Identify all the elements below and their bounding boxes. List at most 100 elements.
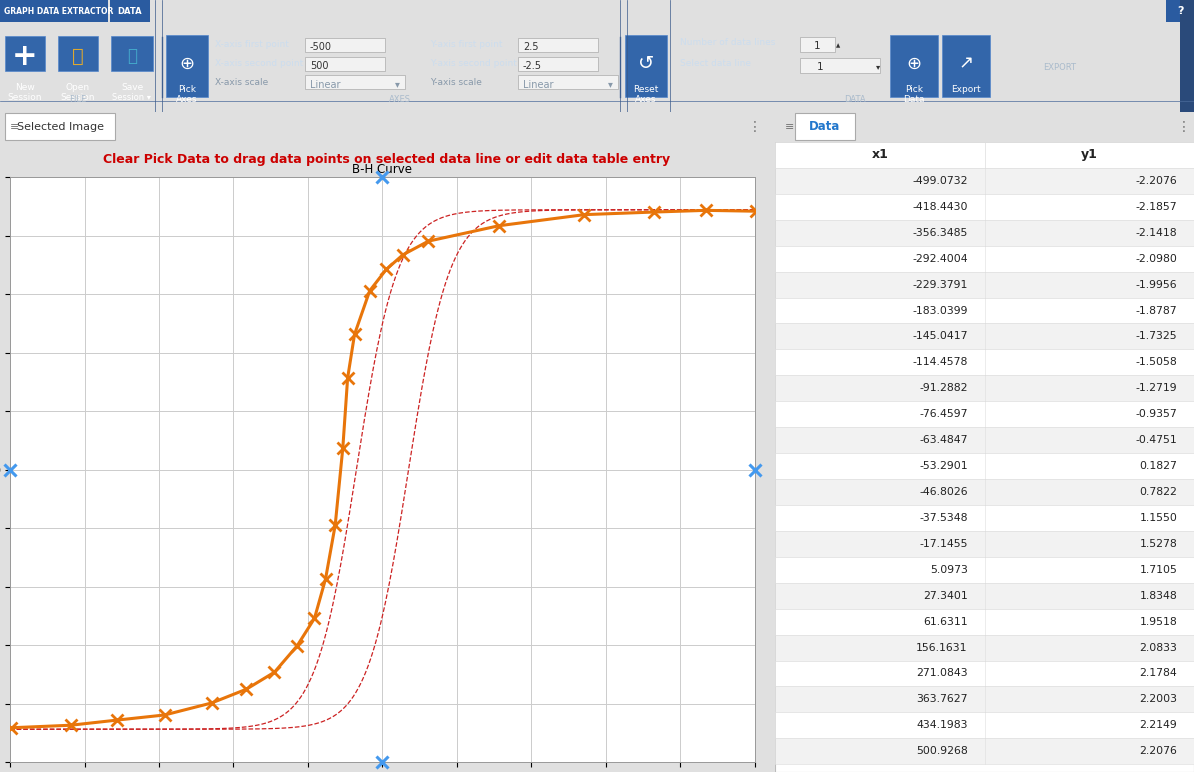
Title: B-H Curve: B-H Curve (352, 163, 412, 176)
Text: -183.0399: -183.0399 (912, 306, 968, 316)
Bar (775, 505, 1194, 531)
Text: Session: Session (7, 93, 42, 103)
Bar (775, 245, 1194, 272)
Text: -0.4751: -0.4751 (1135, 435, 1177, 445)
Text: -76.4597: -76.4597 (919, 409, 968, 419)
Bar (518, 56, 598, 70)
Text: FILE: FILE (69, 95, 87, 104)
Text: 1: 1 (813, 41, 820, 51)
Text: Data: Data (810, 120, 841, 134)
Text: Selected Image: Selected Image (17, 122, 104, 132)
Bar (775, 194, 1194, 220)
Bar (775, 168, 1194, 194)
Text: Open: Open (66, 83, 90, 93)
Bar (166, 35, 208, 97)
Text: 2.2149: 2.2149 (1139, 720, 1177, 730)
Text: Session ▾: Session ▾ (112, 93, 152, 103)
Text: -53.2901: -53.2901 (919, 461, 968, 471)
Text: Reset: Reset (633, 85, 659, 94)
Text: 2.5: 2.5 (523, 42, 538, 52)
Text: -500: -500 (310, 42, 332, 52)
Bar (800, 36, 835, 52)
Text: ⋮: ⋮ (749, 120, 762, 134)
Text: 2.0833: 2.0833 (1139, 642, 1177, 652)
Text: -0.9357: -0.9357 (1135, 409, 1177, 419)
Text: -2.1418: -2.1418 (1135, 228, 1177, 238)
Bar (775, 401, 1194, 427)
Text: 0.7822: 0.7822 (1139, 487, 1177, 497)
Bar (775, 608, 1194, 635)
Text: 1: 1 (817, 62, 824, 72)
Text: AXES: AXES (389, 95, 411, 104)
Bar (518, 76, 618, 90)
Text: 1.8348: 1.8348 (1139, 591, 1177, 601)
Bar (5, 36, 45, 70)
Bar (0, 0, 107, 22)
Text: ▾: ▾ (608, 80, 613, 90)
Text: ≡: ≡ (784, 122, 794, 132)
Text: ≡: ≡ (10, 122, 19, 132)
Text: 0.1827: 0.1827 (1139, 461, 1177, 471)
Text: -114.4578: -114.4578 (912, 357, 968, 367)
Text: -2.1857: -2.1857 (1135, 201, 1177, 212)
Text: ▾: ▾ (876, 63, 880, 72)
Text: -356.3485: -356.3485 (912, 228, 968, 238)
Bar (775, 350, 1194, 375)
Text: Axes: Axes (177, 95, 198, 103)
Text: -46.8026: -46.8026 (919, 487, 968, 497)
Bar (775, 635, 1194, 661)
Text: -2.5: -2.5 (523, 60, 542, 70)
Bar (775, 453, 1194, 479)
Text: -229.3791: -229.3791 (912, 279, 968, 290)
Text: 500.9268: 500.9268 (916, 747, 968, 757)
Text: 5.0973: 5.0973 (930, 565, 968, 575)
Text: -2.2076: -2.2076 (1135, 176, 1177, 186)
Text: ↺: ↺ (638, 54, 654, 73)
Text: -292.4004: -292.4004 (912, 254, 968, 264)
Bar (59, 36, 98, 70)
Bar (775, 323, 1194, 350)
Text: ⊕: ⊕ (179, 55, 195, 73)
Text: 1.1550: 1.1550 (1139, 513, 1177, 523)
Text: Number of data lines: Number of data lines (681, 38, 775, 47)
Bar (775, 738, 1194, 764)
Text: Pick: Pick (905, 85, 923, 94)
Text: -145.0417: -145.0417 (912, 331, 968, 341)
Text: 2.1784: 2.1784 (1139, 669, 1177, 679)
Bar (5, 113, 115, 140)
Text: 363.7627: 363.7627 (916, 694, 968, 704)
Bar (1180, 0, 1194, 112)
Text: -1.5058: -1.5058 (1135, 357, 1177, 367)
Bar (775, 272, 1194, 297)
Text: ▾: ▾ (395, 80, 400, 90)
Text: 💾: 💾 (127, 48, 137, 66)
Text: New: New (16, 83, 35, 93)
Bar (518, 38, 598, 52)
Text: 1.9518: 1.9518 (1139, 617, 1177, 627)
Text: Export: Export (952, 85, 980, 94)
Text: 📁: 📁 (72, 47, 84, 66)
Text: ⊕: ⊕ (906, 55, 922, 73)
Text: GRAPH DATA EXTRACTOR: GRAPH DATA EXTRACTOR (4, 6, 113, 15)
Text: x1: x1 (872, 148, 888, 161)
Bar (110, 0, 150, 22)
Text: -1.9956: -1.9956 (1135, 279, 1177, 290)
Text: Session: Session (61, 93, 96, 103)
Text: Y-axis second point: Y-axis second point (430, 59, 517, 68)
Text: -418.4430: -418.4430 (912, 201, 968, 212)
Text: -37.5348: -37.5348 (919, 513, 968, 523)
Text: Linear: Linear (310, 80, 340, 90)
Bar (775, 297, 1194, 323)
Text: EXPORT: EXPORT (1044, 63, 1077, 72)
Text: ▲: ▲ (836, 43, 841, 49)
Text: -17.1455: -17.1455 (919, 539, 968, 549)
Bar (775, 686, 1194, 713)
Text: 2.2076: 2.2076 (1139, 747, 1177, 757)
Text: -63.4847: -63.4847 (919, 435, 968, 445)
Bar (111, 36, 153, 70)
Text: Pick: Pick (178, 85, 196, 94)
Text: -1.8787: -1.8787 (1135, 306, 1177, 316)
Text: 434.1983: 434.1983 (916, 720, 968, 730)
Bar (795, 113, 855, 140)
Text: X-axis scale: X-axis scale (215, 78, 269, 87)
